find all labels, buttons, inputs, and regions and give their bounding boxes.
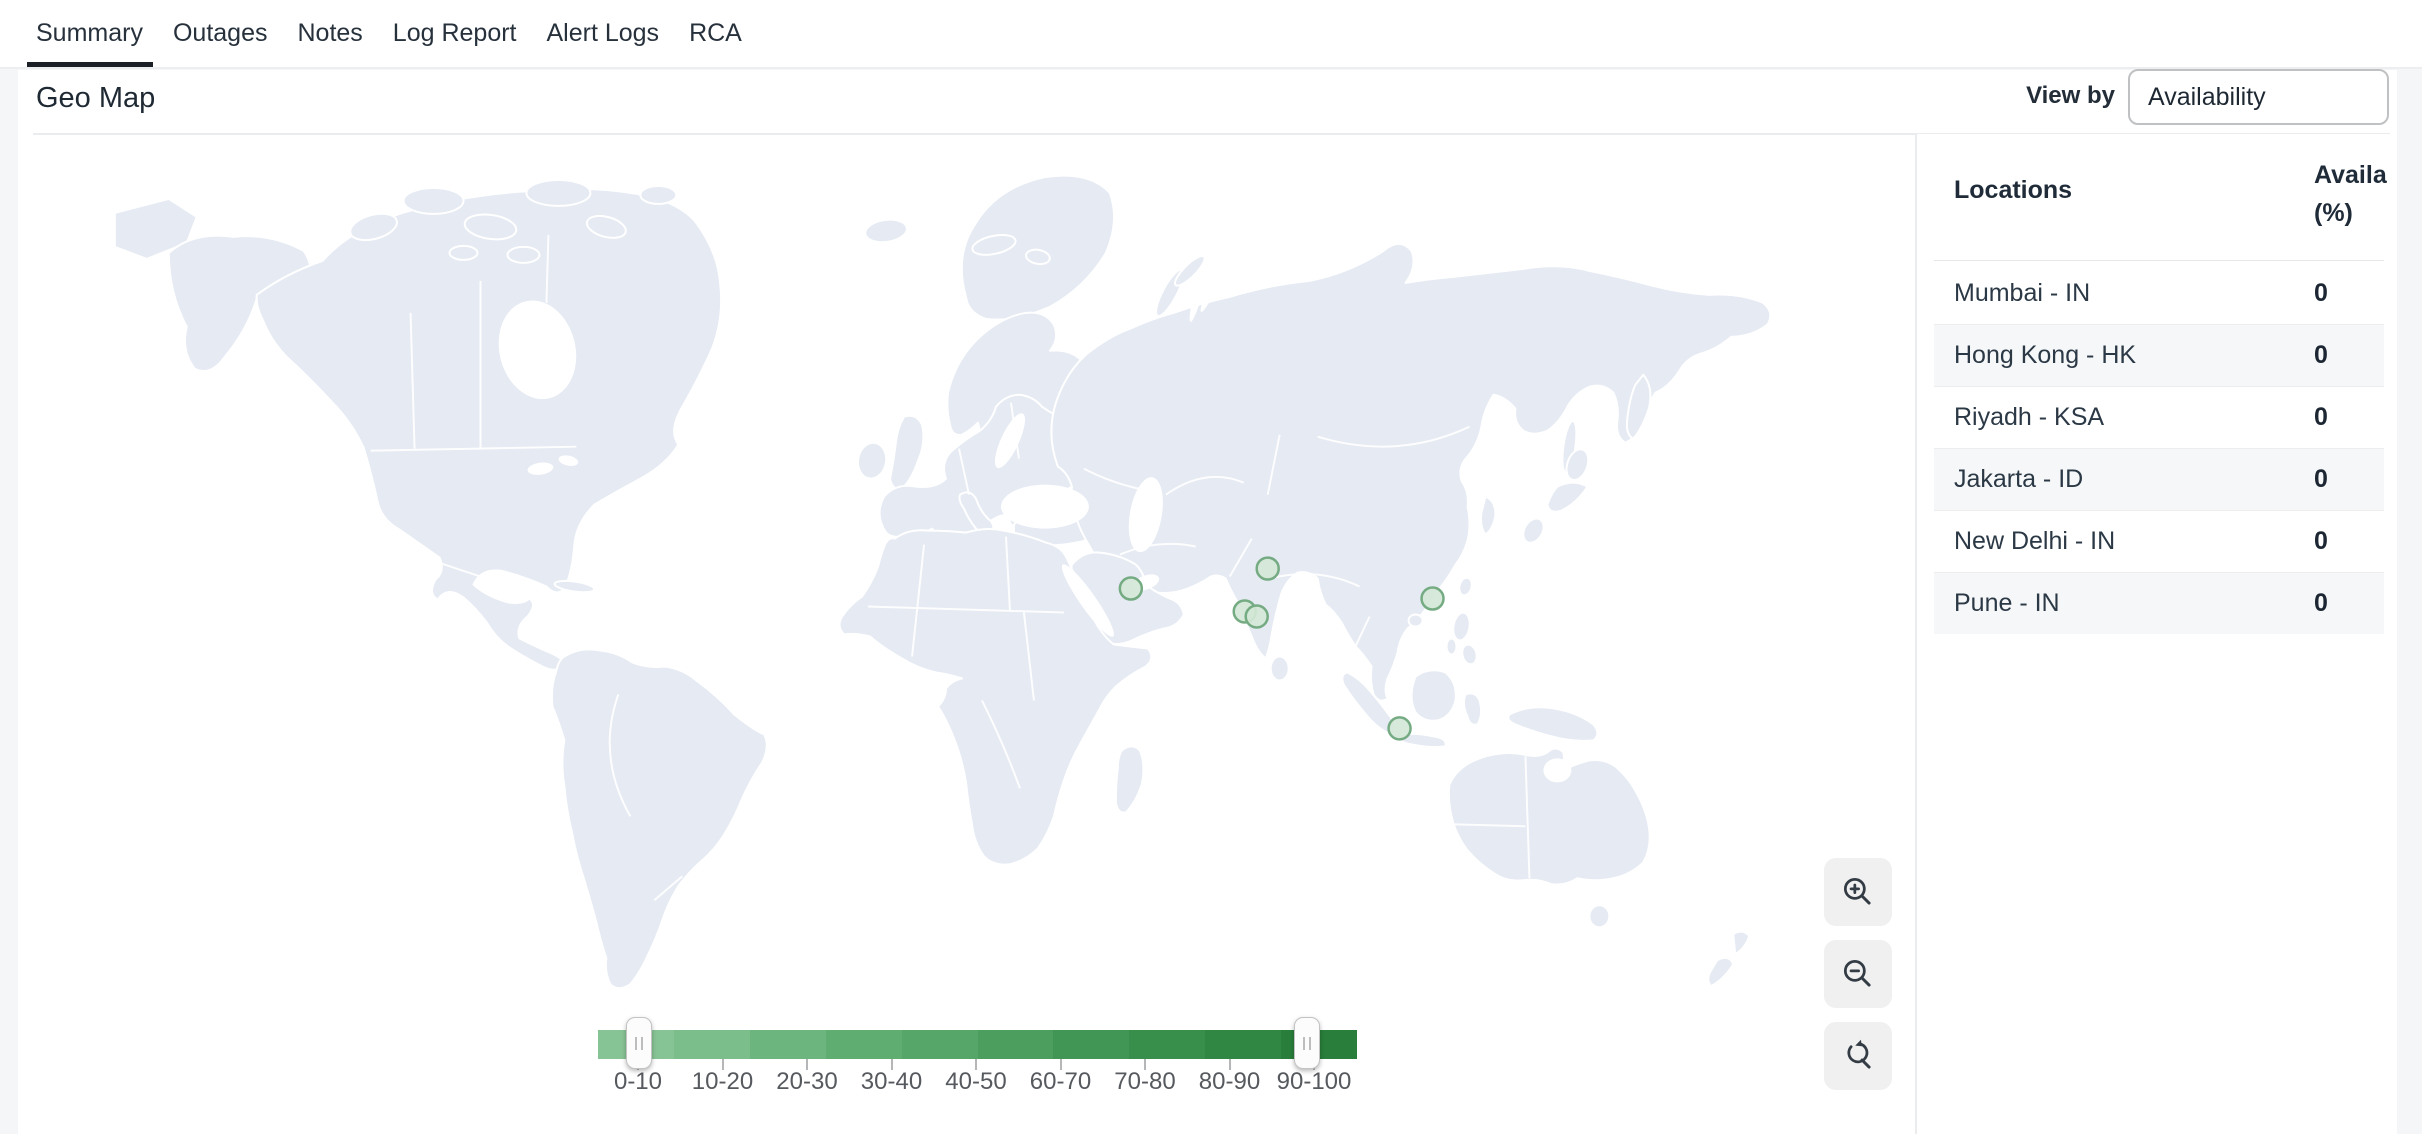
tab-log-report[interactable]: Log Report — [392, 19, 517, 47]
legend-segment — [749, 1030, 826, 1059]
column-header-availability: Availa (%) — [2314, 161, 2387, 227]
legend-tick — [1144, 1059, 1146, 1070]
tab-bar: Summary Outages Notes Log Report Alert Logs R… — [0, 0, 2422, 69]
legend-label-30-40: 30-40 — [860, 1068, 923, 1095]
header-divider — [33, 133, 2390, 135]
legend-segment — [1205, 1030, 1282, 1059]
tab-summary[interactable]: Summary — [27, 0, 153, 67]
page-title: Geo Map — [36, 82, 156, 114]
zoom-out-button[interactable] — [1824, 940, 1892, 1008]
availability-value: 0 — [2314, 341, 2328, 369]
legend-label-90-100: 90-100 — [1276, 1068, 1352, 1095]
legend-segment — [977, 1030, 1054, 1059]
table-row-riyadh-ksa[interactable]: Riyadh - KSA 0 — [1934, 386, 2384, 448]
legend-segment — [901, 1030, 978, 1059]
location-name: Riyadh - KSA — [1954, 403, 2105, 431]
legend-segment — [825, 1030, 902, 1059]
locations-table: Locations Availa (%) Mumbai - IN 0 Hong Ko… — [1917, 134, 2397, 1134]
zoom-out-icon — [1843, 959, 1871, 987]
legend-label-80-90: 80-90 — [1198, 1068, 1261, 1095]
tab-outages[interactable]: Outages — [172, 19, 268, 47]
legend-label-40-50: 40-50 — [945, 1068, 1007, 1095]
map-zoom-controls — [1824, 858, 1892, 1104]
availability-value: 0 — [2314, 527, 2328, 555]
legend-label-70-80: 70-80 — [1114, 1068, 1176, 1095]
legend-tick — [721, 1059, 724, 1070]
table-body: Mumbai - IN 0 Hong Kong - HK 0 Riyadh - KSA 0… — [1917, 262, 2397, 634]
arctic-islands — [971, 233, 1206, 318]
location-name: Pune - IN — [1954, 589, 2060, 617]
location-marker-new-delhi-in[interactable] — [1255, 556, 1280, 581]
legend-segment — [1053, 1030, 1130, 1059]
legend-label-10-20: 10-20 — [691, 1068, 754, 1095]
location-name: Hong Kong - HK — [1954, 341, 2137, 369]
view-by-label: View by — [2026, 82, 2115, 109]
country-borders — [370, 234, 1531, 901]
legend-label-60-70: 60-70 — [1029, 1068, 1092, 1095]
table-row-hong-kong-hk[interactable]: Hong Kong - HK 0 — [1934, 324, 2384, 386]
location-marker-hong-kong-hk[interactable] — [1420, 586, 1445, 611]
legend-handle-min[interactable] — [626, 1017, 652, 1069]
view-by-selected-value: Availability — [2148, 82, 2266, 111]
location-name: Jakarta - ID — [1954, 465, 2084, 493]
zoom-in-icon — [1843, 877, 1871, 905]
zoom-reset-icon — [1847, 1039, 1871, 1069]
tab-alert-logs[interactable]: Alert Logs — [546, 19, 660, 47]
zoom-reset-button[interactable] — [1824, 1022, 1892, 1090]
continents — [113, 174, 1772, 990]
column-header-locations: Locations — [1954, 176, 2073, 204]
zoom-in-button[interactable] — [1824, 858, 1892, 926]
legend-segment — [673, 1030, 750, 1059]
legend-label-0-10: 0-10 — [613, 1068, 663, 1095]
legend-label-20-30: 20-30 — [776, 1068, 838, 1095]
availability-value: 0 — [2314, 589, 2328, 617]
availability-value: 0 — [2314, 403, 2328, 431]
table-row-mumbai-in[interactable]: Mumbai - IN 0 — [1934, 262, 2384, 324]
table-row-jakarta-id[interactable]: Jakarta - ID 0 — [1934, 448, 2384, 510]
world-map — [113, 174, 1772, 990]
table-header-divider — [1934, 260, 2384, 261]
availability-value: 0 — [2314, 465, 2328, 493]
legend-handle-max[interactable] — [1294, 1017, 1320, 1069]
location-markers — [1118, 556, 1445, 741]
legend-tick — [890, 1059, 893, 1070]
legend-tick — [1228, 1059, 1231, 1070]
sea-overlays — [498, 257, 1572, 783]
table-row-new-delhi-in[interactable]: New Delhi - IN 0 — [1934, 510, 2384, 572]
location-name: New Delhi - IN — [1954, 527, 2116, 555]
location-marker-jakarta-id[interactable] — [1387, 716, 1412, 741]
table-header: Locations Availa (%) — [1917, 134, 2397, 261]
view-by-select[interactable]: Availability — [2128, 69, 2389, 125]
geo-map[interactable] — [18, 135, 1915, 1134]
legend-segment — [1129, 1030, 1206, 1059]
availability-legend — [598, 1030, 1358, 1059]
legend-tick — [975, 1059, 977, 1070]
legend-tick — [806, 1059, 808, 1070]
tab-rca[interactable]: RCA — [689, 19, 742, 47]
table-row-pune-in[interactable]: Pune - IN 0 — [1934, 572, 2384, 634]
location-marker-pune-in[interactable] — [1244, 604, 1269, 629]
panel-separator — [1915, 134, 1917, 1134]
legend-tick — [1059, 1059, 1062, 1070]
tab-notes[interactable]: Notes — [297, 19, 363, 47]
availability-value: 0 — [2314, 278, 2328, 307]
location-name: Mumbai - IN — [1954, 278, 2091, 307]
location-marker-riyadh-ksa[interactable] — [1118, 576, 1144, 601]
